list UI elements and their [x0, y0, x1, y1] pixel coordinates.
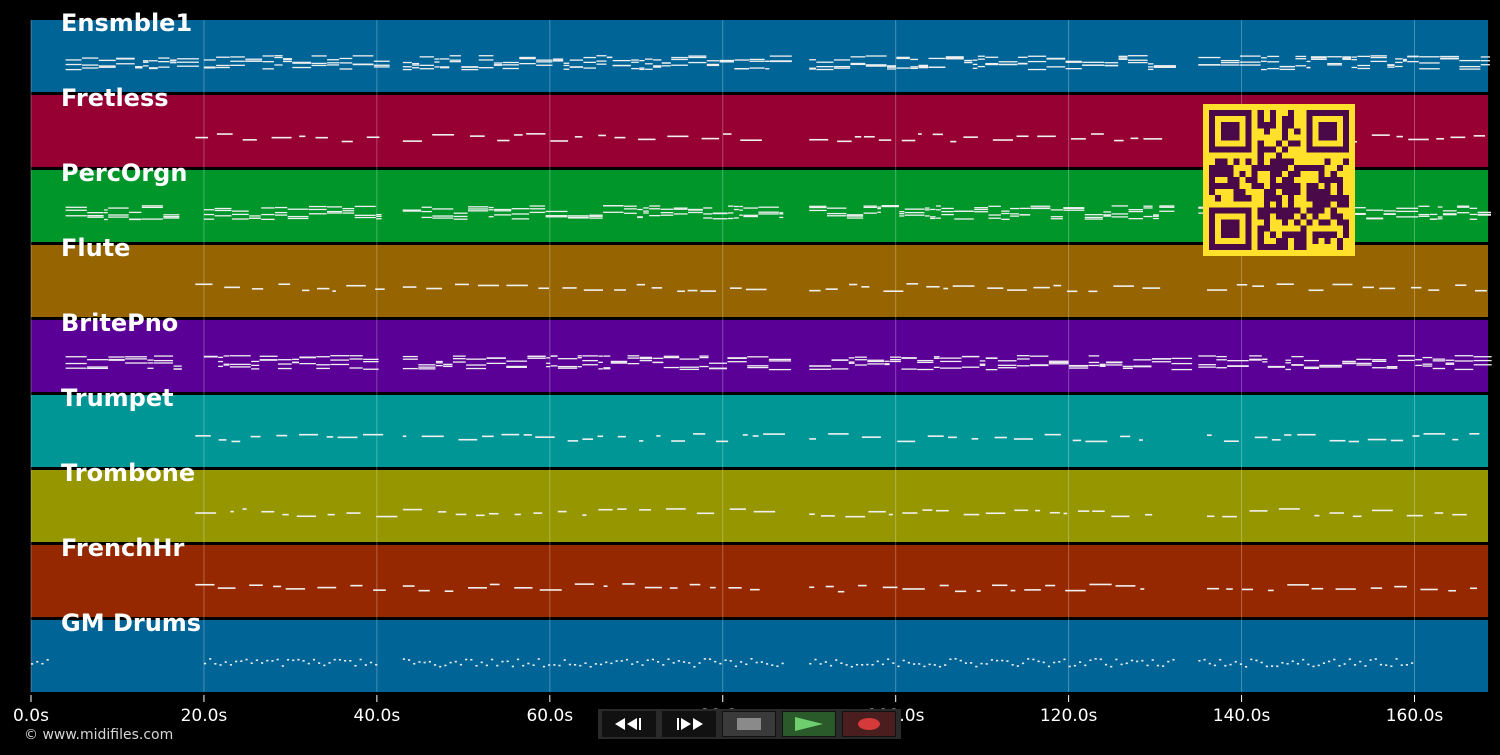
note-marks [65, 355, 1492, 371]
note-marks [195, 433, 1480, 443]
note-marks [65, 55, 1490, 71]
track-label: FrenchHr [61, 534, 185, 562]
track-lane-6[interactable] [31, 470, 1488, 542]
stop-icon [737, 718, 761, 730]
fast-forward-icon [677, 718, 703, 730]
stop-button[interactable] [722, 711, 776, 737]
track-label: GM Drums [61, 609, 202, 637]
transport-controls [598, 709, 901, 739]
track-label: Flute [61, 234, 131, 262]
note-marks [31, 658, 1414, 668]
track-lane-7[interactable] [31, 545, 1488, 617]
record-icon [858, 718, 880, 730]
track-label: Fretless [61, 84, 169, 112]
copyright-text: © www.midifiles.com [24, 727, 174, 743]
fast-forward-button[interactable] [662, 711, 716, 737]
rewind-icon [615, 718, 641, 730]
track-label: BritePno [61, 309, 179, 337]
track-label: Trumpet [61, 384, 174, 412]
track-label: Trombone [61, 459, 196, 487]
track-lane-3[interactable] [31, 245, 1488, 317]
track-lane-8[interactable] [31, 620, 1488, 692]
qr-code [1203, 104, 1355, 256]
axis-tick-label: 60.0s [526, 706, 574, 726]
axis-tick-label: 120.0s [1039, 706, 1098, 726]
rewind-button[interactable] [602, 711, 656, 737]
note-marks [195, 133, 1485, 143]
note-marks [195, 508, 1467, 518]
note-marks [195, 583, 1478, 593]
axis-tick-label: 160.0s [1385, 706, 1444, 726]
play-button[interactable] [782, 711, 836, 737]
track-label: PercOrgn [61, 159, 188, 187]
note-marks [195, 283, 1487, 293]
track-label: Ensmble1 [61, 9, 193, 37]
axis-tick-label: 140.0s [1212, 706, 1271, 726]
track-lane-5[interactable] [31, 395, 1488, 467]
axis-tick-label: 40.0s [353, 706, 401, 726]
play-icon [795, 717, 823, 731]
axis-tick-label: 0.0s [13, 706, 49, 726]
axis-tick-label: 20.0s [180, 706, 228, 726]
record-button[interactable] [842, 711, 896, 737]
